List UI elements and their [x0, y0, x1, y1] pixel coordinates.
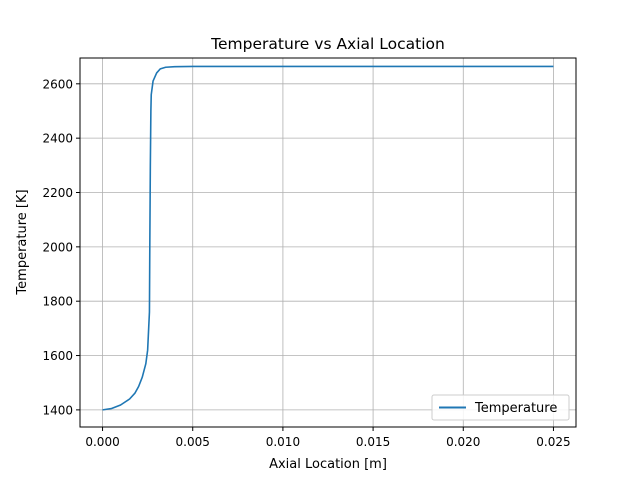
series-layer	[102, 65, 554, 411]
x-axis: 0.000 0.005 0.010 0.015 0.020 0.025	[85, 427, 571, 449]
y-tick-label: 1600	[42, 349, 73, 363]
y-tick-label: 2000	[42, 240, 73, 254]
y-axis: 1400 1600 1800 2000 2200 2400 2600	[42, 77, 80, 417]
x-tick-label: 0.015	[356, 435, 390, 449]
grid	[80, 58, 576, 427]
y-tick-label: 2400	[42, 132, 73, 146]
x-tick-label: 0.000	[85, 435, 119, 449]
x-tick-label: 0.005	[176, 435, 210, 449]
x-tick-label: 0.020	[446, 435, 480, 449]
legend-label: Temperature	[474, 401, 557, 416]
series-line	[102, 65, 554, 411]
x-axis-label: Axial Location [m]	[269, 457, 387, 472]
x-tick-label: 0.010	[266, 435, 300, 449]
y-tick-label: 2600	[42, 77, 73, 91]
x-tick-label: 0.025	[536, 435, 570, 449]
y-tick-label: 1800	[42, 295, 73, 309]
legend-box	[431, 394, 570, 421]
y-tick-label: 2200	[42, 186, 73, 200]
chart-title: Temperature vs Axial Location	[210, 35, 445, 53]
legend: Temperature	[431, 394, 570, 421]
plot-frame	[79, 57, 577, 428]
y-axis-label: Temperature [K]	[15, 189, 30, 295]
y-tick-label: 1400	[42, 403, 73, 417]
